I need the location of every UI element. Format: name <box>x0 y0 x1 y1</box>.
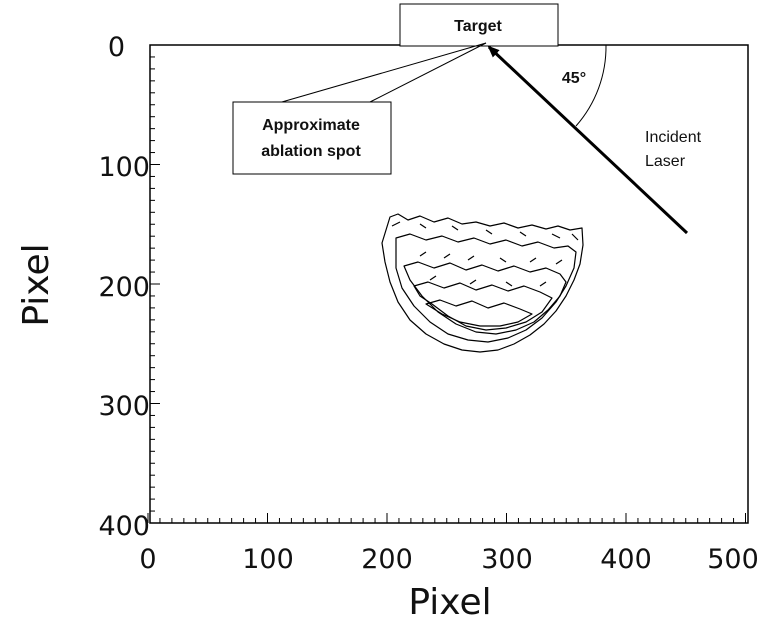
y-axis-title: Pixel <box>16 243 57 326</box>
ablation-spot-label-line2: ablation spot <box>261 143 361 160</box>
ablation-spot-label-line1: Approximate <box>262 117 360 134</box>
plume-contour-5 <box>426 300 532 326</box>
x-tick-label-500: 500 <box>707 544 759 575</box>
x-tick-label-200: 200 <box>361 544 413 575</box>
callout-leader-2 <box>370 43 486 102</box>
x-axis-title: Pixel <box>408 582 491 623</box>
y-tick-label-200: 200 <box>98 272 150 303</box>
y-tick-label-0: 0 <box>108 32 125 63</box>
plume-contour-3 <box>404 262 566 334</box>
x-tick-label-0: 0 <box>139 544 156 575</box>
x-tick-label-300: 300 <box>481 544 533 575</box>
y-tick-label-400: 400 <box>98 511 150 542</box>
incident-laser-label-line2: Laser <box>645 153 686 170</box>
y-tick-label-100: 100 <box>98 152 150 183</box>
ablation-spot-box <box>233 102 391 174</box>
y-tick-label-300: 300 <box>98 391 150 422</box>
callout-leader-1 <box>268 43 486 106</box>
plume-contours <box>382 214 583 352</box>
x-tick-label-400: 400 <box>600 544 652 575</box>
incident-laser-label-line1: Incident <box>645 129 702 146</box>
angle-label: 45° <box>562 70 586 87</box>
target-label: Target <box>454 18 502 35</box>
x-tick-label-100: 100 <box>242 544 294 575</box>
